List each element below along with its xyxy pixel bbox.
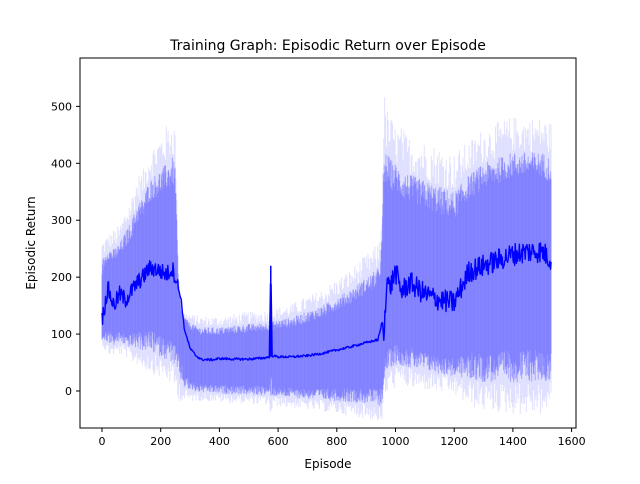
y-tick-label: 100 bbox=[51, 328, 72, 341]
x-tick-label: 1200 bbox=[440, 435, 468, 448]
axes-frame bbox=[79, 57, 577, 429]
x-tick-label: 600 bbox=[268, 435, 289, 448]
x-tick-label: 1000 bbox=[382, 435, 410, 448]
x-tick-label: 0 bbox=[99, 435, 106, 448]
x-tick-label: 200 bbox=[150, 435, 171, 448]
y-tick-label: 200 bbox=[51, 271, 72, 284]
x-tick-label: 400 bbox=[209, 435, 230, 448]
ticks: 0 200 400 600 800 1000 1200 1400 1600 0 100 200 300 4… bbox=[51, 100, 586, 448]
x-axis-label: Episode bbox=[304, 457, 351, 471]
x-tick-label: 1400 bbox=[499, 435, 527, 448]
y-tick-label: 500 bbox=[51, 100, 72, 113]
chart-title: Training Graph: Episodic Return over Epi… bbox=[169, 38, 486, 54]
y-tick-label: 300 bbox=[51, 214, 72, 227]
y-tick-label: 0 bbox=[65, 385, 72, 398]
mean-line bbox=[101, 242, 552, 362]
x-tick-label: 800 bbox=[326, 435, 347, 448]
plot-area bbox=[101, 97, 552, 421]
y-tick-label: 400 bbox=[51, 157, 72, 170]
x-tick-label: 1600 bbox=[558, 435, 586, 448]
y-axis-label: Episodic Return bbox=[24, 196, 38, 289]
